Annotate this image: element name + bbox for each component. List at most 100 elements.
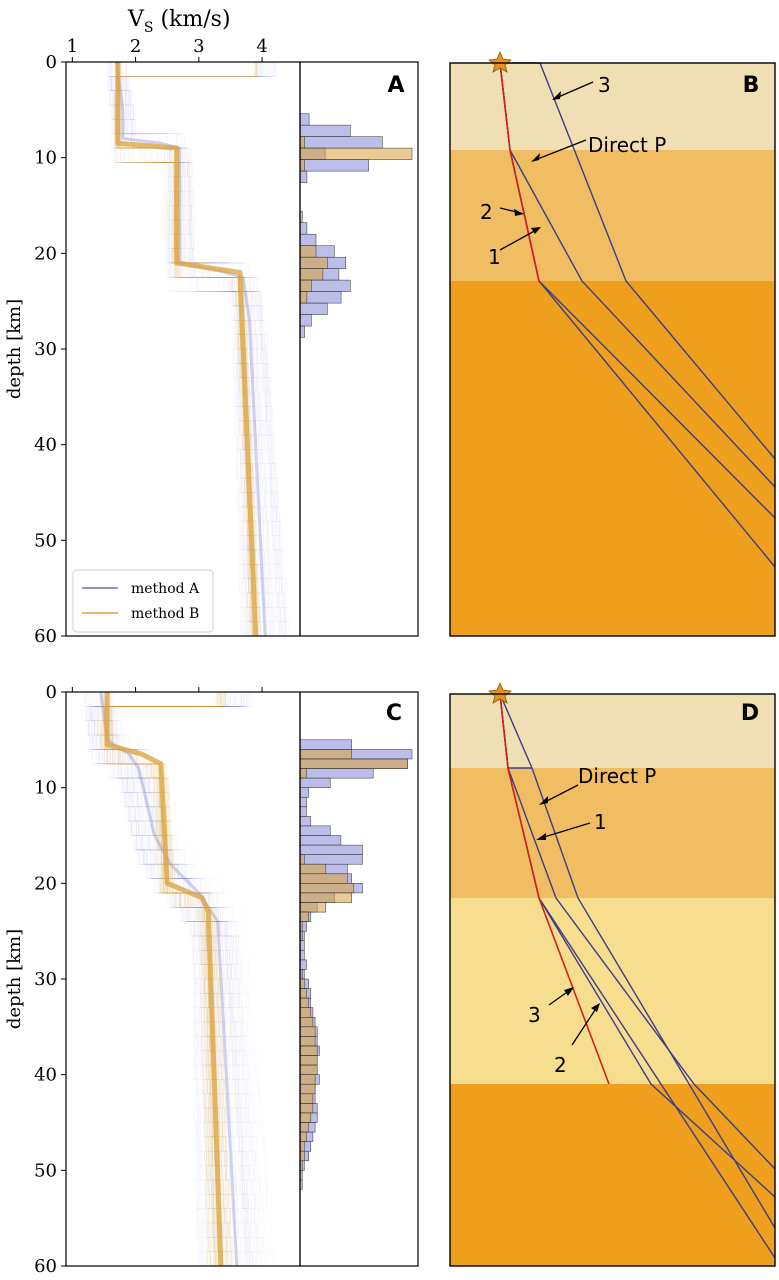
ensemble-line <box>90 692 209 1266</box>
ensemble-line <box>114 692 270 1266</box>
ensemble-line <box>109 62 246 636</box>
hist-bar-method-b <box>299 768 307 779</box>
ensemble-line <box>91 692 229 1266</box>
ensemble-line <box>104 692 248 1266</box>
hist-bar-method-b <box>299 1074 316 1085</box>
ensemble-line <box>102 692 219 1266</box>
ensemble-line <box>90 692 230 1266</box>
ensemble-line <box>114 62 253 636</box>
x-axis-title: VS (km/s) <box>127 7 231 36</box>
ensemble-line <box>107 692 253 1266</box>
hist-bar-method-a <box>299 959 307 970</box>
ensemble-line <box>90 692 226 1266</box>
arrowhead-3 <box>552 91 561 100</box>
arrowhead-direct-p <box>531 153 540 162</box>
ensemble-line <box>110 62 246 636</box>
ensemble-line <box>110 62 262 636</box>
ensemble-line <box>99 692 218 1266</box>
arrowhead-1 <box>536 833 546 840</box>
panel-label: A <box>387 73 404 98</box>
panel-d: Direct P 1 3 2 D <box>449 681 776 1267</box>
ensemble-line <box>111 692 232 1266</box>
arrowhead-3 <box>564 987 574 996</box>
ensemble-line <box>120 62 273 636</box>
ensemble-line <box>102 692 215 1266</box>
ensemble-line <box>102 692 240 1266</box>
ensemble-line <box>115 692 268 1266</box>
ensemble-line <box>104 692 247 1266</box>
ensemble-line <box>102 692 242 1266</box>
ensemble-line <box>91 692 230 1266</box>
ensemble-line <box>109 692 230 1266</box>
legend-box <box>72 569 214 633</box>
hist-bar-method-a <box>299 854 363 865</box>
ensemble-line <box>120 62 274 636</box>
ensemble-line <box>110 692 257 1266</box>
arrow-direct-p <box>542 784 579 804</box>
ensemble-line <box>105 692 247 1266</box>
ensemble-line <box>110 692 257 1266</box>
ensemble-line <box>124 62 284 636</box>
y-tick-label: 30 <box>34 339 57 360</box>
label-3: 3 <box>598 73 611 97</box>
label-2: 2 <box>480 200 493 224</box>
ensemble-line <box>103 692 218 1266</box>
ensemble-line <box>108 692 252 1266</box>
ensemble-line <box>100 692 238 1266</box>
ensemble-line <box>116 62 266 636</box>
y-tick-label: 50 <box>34 1160 57 1181</box>
ensemble-line <box>109 692 228 1266</box>
ensemble-line <box>97 692 236 1266</box>
ensemble-line <box>109 62 259 636</box>
ensemble-line <box>109 692 256 1266</box>
ensemble-line <box>126 62 285 636</box>
ensemble-line <box>96 692 236 1266</box>
ensemble-line <box>116 62 265 636</box>
ensemble-line <box>109 62 250 636</box>
arrow-direct-p <box>534 139 587 161</box>
x-tick-label: 4 <box>256 36 267 57</box>
ensemble-line <box>106 692 250 1266</box>
y-tick-label: 0 <box>46 682 57 703</box>
ensemble-line <box>116 62 266 636</box>
ensemble-line <box>107 62 257 636</box>
y-tick-label: 10 <box>34 148 57 169</box>
arrow-2 <box>571 1006 598 1046</box>
histogram-frame <box>299 691 419 1267</box>
ensemble-line <box>100 692 212 1266</box>
annotation-arrows <box>540 784 598 1046</box>
ensemble-line <box>110 692 260 1266</box>
ensemble-line <box>110 692 234 1266</box>
ensemble-line <box>116 62 271 636</box>
y-tick-label: 10 <box>34 778 57 799</box>
label-1: 1 <box>594 810 607 834</box>
hist-bar-method-b <box>299 291 308 304</box>
hist-bar-method-a <box>299 777 331 788</box>
ensemble-line <box>113 62 263 636</box>
ensemble-line <box>121 62 275 636</box>
x-tick-label: 1 <box>67 36 78 57</box>
ensemble-line <box>103 692 219 1266</box>
ensemble-line <box>118 62 272 636</box>
ensemble-line <box>121 62 275 636</box>
ensemble-line <box>127 62 287 636</box>
ensemble-line <box>124 62 282 636</box>
ensemble-line <box>111 692 264 1266</box>
ensemble-line <box>100 692 241 1266</box>
y-ticks: 0 10 20 30 40 50 60 <box>34 52 66 647</box>
hist-bar-method-b <box>299 1093 314 1104</box>
ensemble-line <box>106 692 248 1266</box>
panel-c: depth [km] 0 10 20 30 40 50 60 C <box>4 682 419 1277</box>
ensemble-line <box>126 62 287 636</box>
ensemble-method-b <box>113 62 263 636</box>
hist-bar-method-a <box>299 844 363 855</box>
hist-bar-method-b <box>299 854 305 865</box>
hist-bar-method-a <box>299 825 331 836</box>
panel-b: 3 Direct P 2 1 B <box>449 50 776 637</box>
ensemble-line <box>85 692 200 1266</box>
ensemble-line <box>103 692 217 1266</box>
ensemble-line <box>88 692 226 1266</box>
hist-bar-method-b <box>299 863 327 875</box>
hist-bar-method-b <box>299 256 328 269</box>
